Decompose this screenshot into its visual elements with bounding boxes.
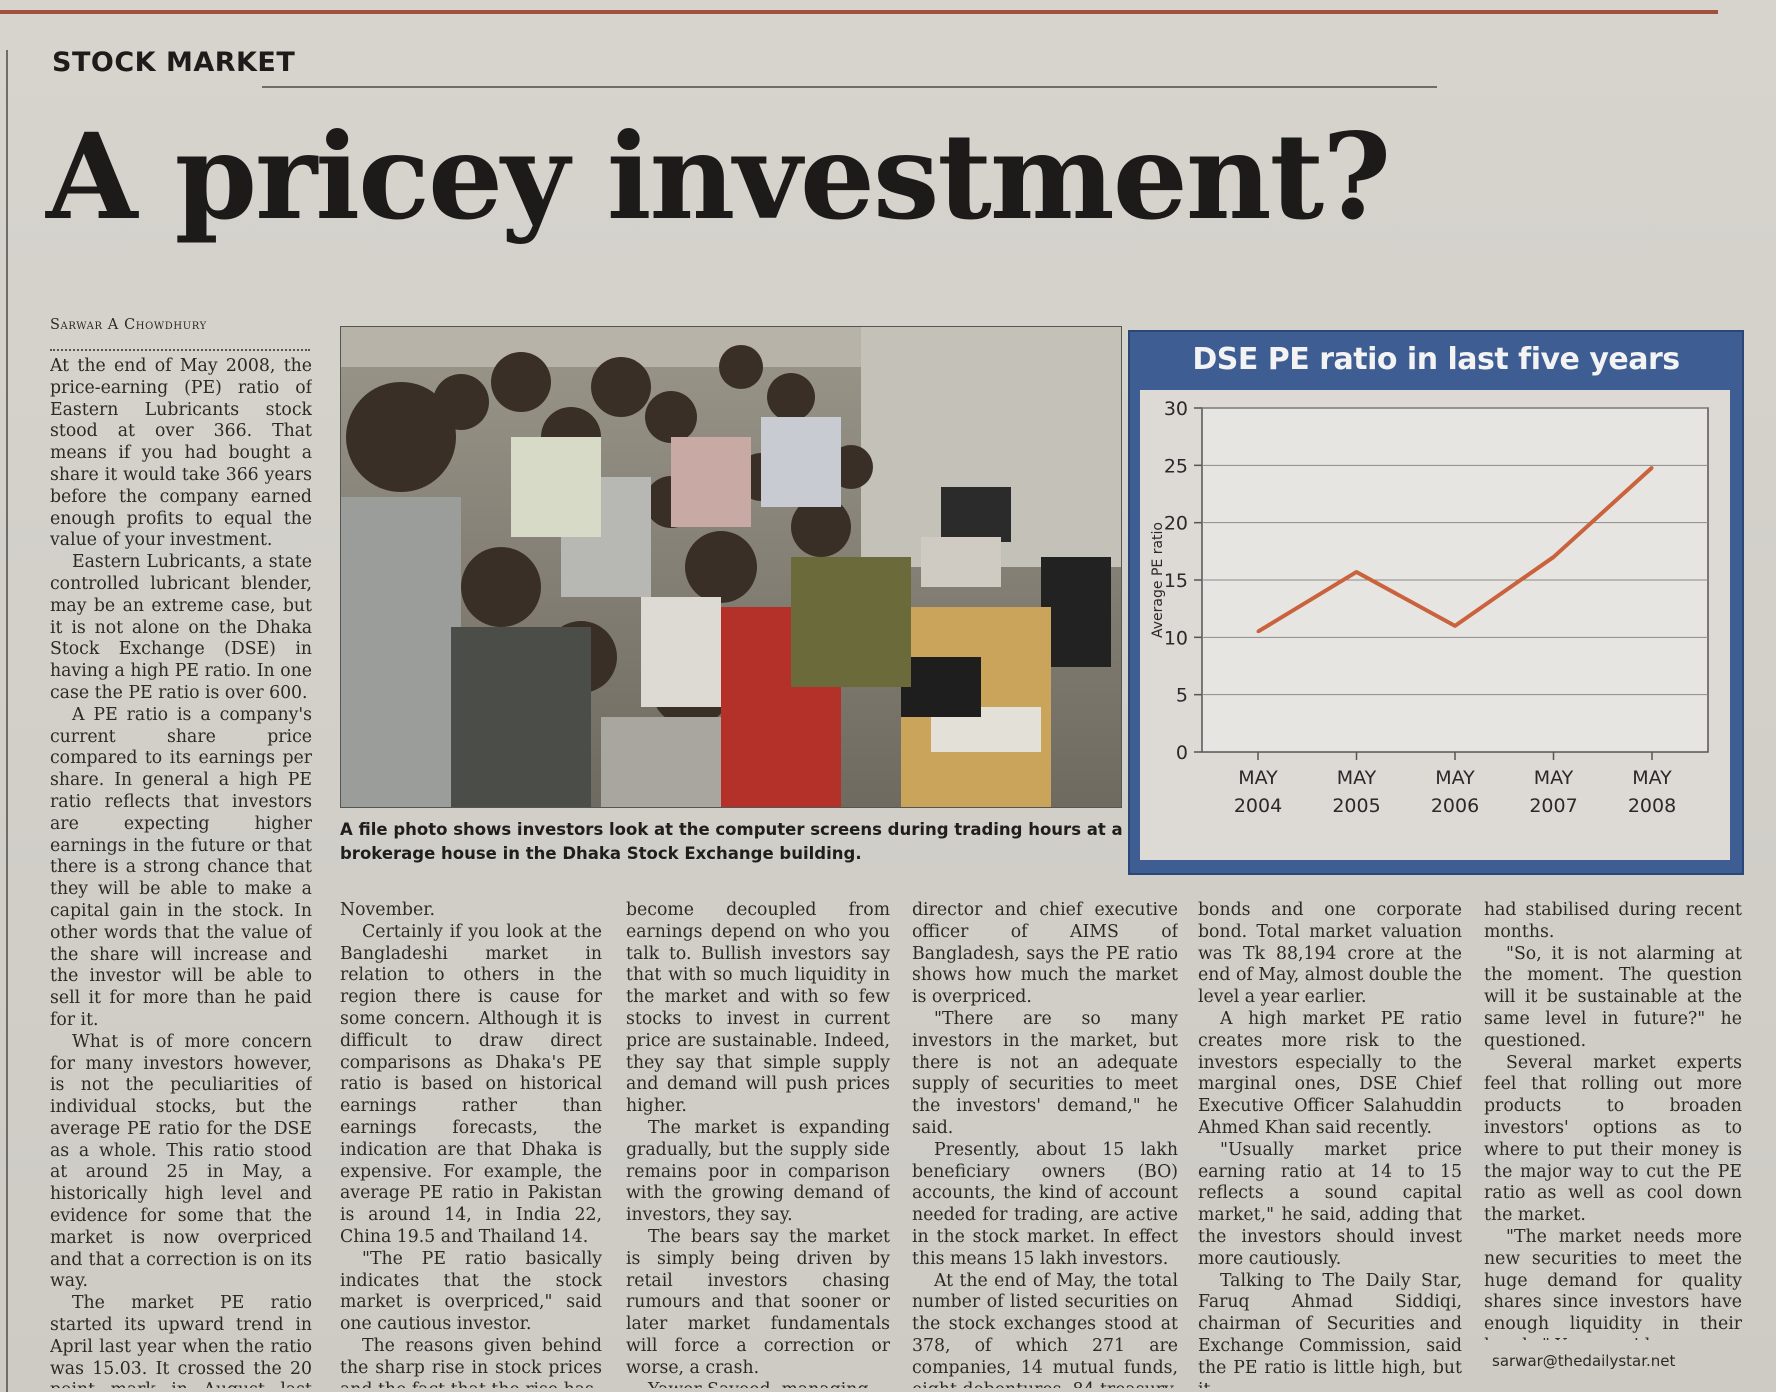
x-tick-label-year: 2007 <box>1529 795 1577 817</box>
trading-floor-photo <box>340 326 1122 808</box>
article-paragraph: Yawer Sayeed, managing <box>626 1380 890 1388</box>
x-tick-label-year: 2008 <box>1628 795 1676 817</box>
top-rule <box>0 10 1718 14</box>
data-point <box>1355 570 1358 574</box>
article-paragraph: What is of more concern for many investo… <box>50 1031 312 1292</box>
x-tick-label-year: 2006 <box>1431 795 1479 817</box>
article-paragraph: become decoupled from earnings depend on… <box>626 900 890 1117</box>
y-tick-label: 30 <box>1164 398 1188 420</box>
y-tick-label: 0 <box>1176 742 1188 764</box>
chart-area: 0 5 10 15 20 25 30 MAY 2004 MAY 2005 MAY 2006 MAY 2007… <box>1140 390 1730 860</box>
article-column-2: November. Certainly if you look at the Ba… <box>340 900 602 1388</box>
article-paragraph: had stabilised during recent months. <box>1484 900 1742 942</box>
article-paragraph: bonds and one corporate bond. Total mark… <box>1198 900 1462 1008</box>
article-paragraph: Eastern Lubricants, a state controlled l… <box>50 552 312 703</box>
article-paragraph: "The market needs more new securities to… <box>1484 1226 1742 1340</box>
data-point <box>1453 624 1457 628</box>
headline: A pricey investment? <box>46 107 1391 246</box>
y-axis-label: Average PE ratio <box>1150 522 1166 638</box>
byline-divider <box>50 349 310 351</box>
left-rule <box>6 50 8 1392</box>
data-point <box>1650 466 1654 470</box>
y-tick-label: 10 <box>1164 627 1188 649</box>
byline: Sarwar A Chowdhury <box>50 317 207 333</box>
article-paragraph: Certainly if you look at the Bangladeshi… <box>340 921 602 1247</box>
article-column-4: director and chief executive officer of … <box>912 900 1178 1388</box>
article-paragraph: The reasons given behind the sharp rise … <box>340 1335 602 1388</box>
article-paragraph: At the end of May, the total number of l… <box>912 1270 1178 1388</box>
article-column-5: bonds and one corporate bond. Total mark… <box>1198 900 1462 1388</box>
x-tick-label-year: 2005 <box>1332 795 1380 817</box>
article-paragraph: "Usually market price earning ratio at 1… <box>1198 1139 1462 1269</box>
photo-illustration <box>341 327 1121 807</box>
section-label: STOCK MARKET <box>52 47 296 78</box>
y-tick-label: 25 <box>1164 455 1188 477</box>
article-paragraph: "There are so many investors in the mark… <box>912 1008 1178 1138</box>
article-paragraph: A high market PE ratio creates more risk… <box>1198 1008 1462 1138</box>
article-paragraph: At the end of May 2008, the price-earnin… <box>50 356 312 551</box>
photo-caption: A file photo shows investors look at the… <box>340 820 1123 863</box>
y-tick-label: 15 <box>1164 570 1188 592</box>
article-paragraph: The bears say the market is simply being… <box>626 1226 890 1378</box>
article-column-6: had stabilised during recent months. "So,… <box>1484 900 1742 1340</box>
article-paragraph: Presently, about 15 lakh beneficiary own… <box>912 1139 1178 1269</box>
article-paragraph: "So, it is not alarming at the moment. T… <box>1484 943 1742 1051</box>
article-paragraph: November. <box>340 900 436 920</box>
article-paragraph: The market is expanding gradually, but t… <box>626 1117 890 1226</box>
x-tick-label-year: 2004 <box>1234 795 1282 817</box>
article-column-1: At the end of May 2008, the price-earnin… <box>50 356 312 1388</box>
chart-title: DSE PE ratio in last five years <box>1192 342 1680 377</box>
author-email: sarwar@thedailystar.net <box>1492 1352 1676 1370</box>
section-rule <box>262 86 1437 88</box>
article-paragraph: Talking to The Daily Star, Faruq Ahmad S… <box>1198 1270 1462 1388</box>
y-tick-label: 5 <box>1176 685 1188 707</box>
pe-ratio-chart: 0 5 10 15 20 25 30 MAY 2004 MAY 2005 MAY 2006 MAY 2007… <box>1150 398 1709 817</box>
article-paragraph: Several market experts feel that rolling… <box>1484 1052 1742 1226</box>
x-tick-label-month: MAY <box>1632 767 1672 789</box>
data-point <box>1552 555 1555 559</box>
y-tick-label: 20 <box>1164 513 1188 535</box>
data-point <box>1256 630 1260 634</box>
article-paragraph: "The PE ratio basically indicates that t… <box>340 1248 602 1335</box>
article-paragraph: The market PE ratio started its upward t… <box>50 1293 312 1388</box>
article-paragraph: A PE ratio is a company's current share … <box>50 704 312 1030</box>
x-tick-label-month: MAY <box>1238 767 1278 789</box>
x-tick-label-month: MAY <box>1534 767 1574 789</box>
pe-ratio-chart-frame: DSE PE ratio in last five years 0 5 10 15 20… <box>1128 330 1744 875</box>
article-column-3: become decoupled from earnings depend on… <box>626 900 890 1388</box>
x-tick-label-month: MAY <box>1337 767 1377 789</box>
article-paragraph: director and chief executive officer of … <box>912 900 1178 1008</box>
x-tick-label-month: MAY <box>1435 767 1475 789</box>
